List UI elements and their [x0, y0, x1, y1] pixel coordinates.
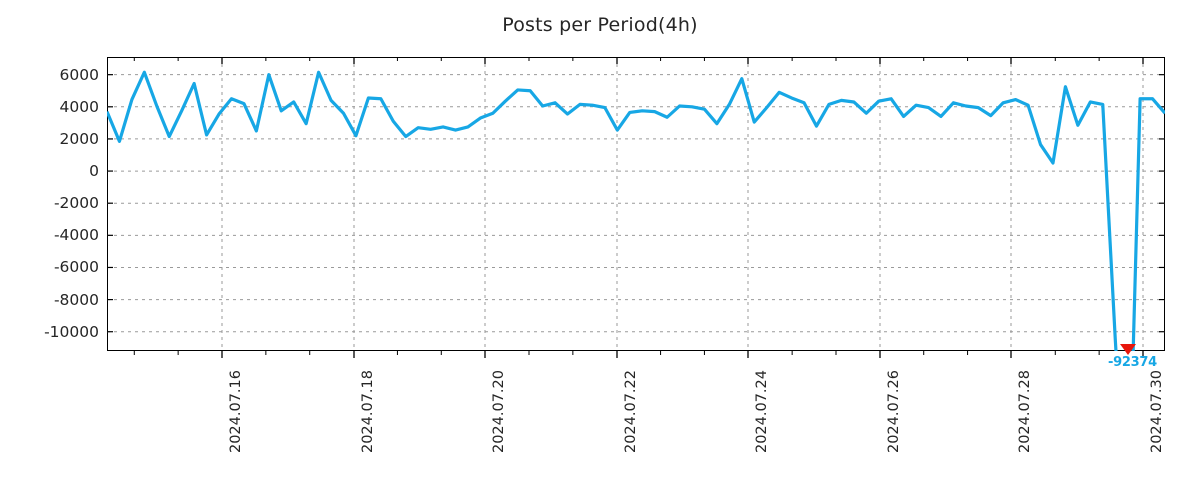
x-tick-label: 2024.07.26 — [886, 370, 902, 454]
y-tick-marks — [107, 74, 1165, 333]
x-tick-label: 2024.07.24 — [754, 370, 770, 454]
x-tick-label: 2024.07.28 — [1017, 370, 1033, 454]
y-tick-label: 4000 — [59, 97, 99, 116]
y-tick-label: -10000 — [44, 322, 99, 341]
data-series-line — [107, 70, 1165, 351]
y-tick-label: 6000 — [59, 65, 99, 84]
x-tick-label: 2024.07.22 — [623, 370, 639, 454]
y-axis-labels: 6000 4000 2000 0 -2000 -4000 -6000 -8000 -10000 — [0, 0, 99, 500]
x-tick-label: 2024.07.30 — [1149, 370, 1165, 454]
x-tick-marks — [133, 57, 1144, 358]
page-title: Posts per Period(4h) — [502, 14, 698, 36]
y-tick-label: -8000 — [53, 290, 99, 309]
x-tick-label: 2024.07.18 — [360, 370, 376, 454]
y-tick-label: -2000 — [53, 194, 99, 213]
x-tick-label: 2024.07.20 — [491, 370, 507, 454]
y-gridlines — [107, 74, 1165, 333]
plot-area — [107, 57, 1165, 351]
y-tick-label: 0 — [89, 162, 99, 181]
min-value-annotation: -92374 — [1108, 355, 1157, 370]
y-tick-label: -4000 — [53, 226, 99, 245]
y-tick-label: -6000 — [53, 258, 99, 277]
x-tick-label: 2024.07.16 — [228, 370, 244, 454]
y-tick-label: 2000 — [59, 129, 99, 148]
min-value-marker — [1120, 344, 1136, 355]
x-axis-labels: 2024.07.16 2024.07.18 2024.07.20 2024.07.22… — [0, 370, 1200, 500]
